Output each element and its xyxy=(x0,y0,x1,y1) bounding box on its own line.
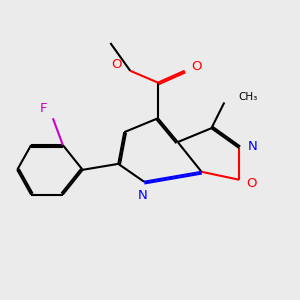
Text: CH₃: CH₃ xyxy=(238,92,257,101)
Text: N: N xyxy=(138,189,148,202)
Text: N: N xyxy=(248,140,258,152)
Text: O: O xyxy=(246,177,256,190)
Text: O: O xyxy=(191,60,202,73)
Text: F: F xyxy=(40,102,48,115)
Text: O: O xyxy=(111,58,122,71)
